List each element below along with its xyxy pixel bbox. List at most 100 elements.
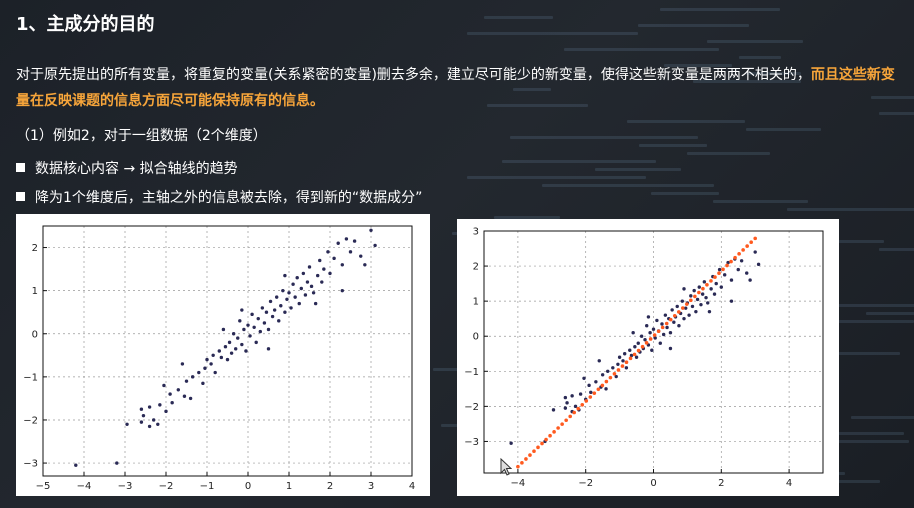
data-point bbox=[675, 304, 679, 309]
data-point bbox=[147, 405, 152, 409]
projected-point bbox=[648, 337, 653, 341]
data-point bbox=[268, 299, 273, 304]
data-point bbox=[272, 308, 277, 312]
x-tick-label: 2 bbox=[327, 481, 333, 492]
data-point bbox=[203, 366, 207, 370]
projected-point bbox=[628, 356, 633, 361]
intro-paragraph: 对于原先提出的所有变量，将重复的变量(关系紧密的变量)删去多余，建立尽可能少的新… bbox=[16, 62, 900, 114]
y-tick-label: −1 bbox=[464, 367, 479, 378]
y-tick-label: 3 bbox=[473, 227, 479, 238]
data-point bbox=[661, 332, 666, 337]
data-point bbox=[316, 273, 320, 278]
projected-point bbox=[568, 414, 572, 419]
data-point bbox=[139, 420, 144, 424]
data-point bbox=[706, 301, 710, 305]
data-point bbox=[658, 341, 662, 345]
plot-frame bbox=[42, 225, 413, 477]
data-point bbox=[660, 322, 664, 326]
data-point bbox=[617, 355, 622, 359]
x-tick-label: −1 bbox=[200, 481, 215, 492]
intro-text: 对于原先提出的所有变量，将重复的变量(关系紧密的变量)删去多余，建立尽可能少的新… bbox=[16, 67, 811, 83]
y-tick-label: 0 bbox=[473, 332, 479, 343]
data-point bbox=[254, 340, 258, 345]
data-point bbox=[205, 357, 209, 362]
bullet-text: 降为1个维度后，主轴之外的信息被去除，得到新的“数据成分” bbox=[35, 190, 423, 206]
data-point bbox=[170, 401, 174, 405]
projected-point bbox=[560, 422, 564, 426]
data-point bbox=[719, 285, 723, 289]
x-tick-label: −3 bbox=[118, 481, 133, 492]
data-point bbox=[631, 331, 635, 335]
data-point bbox=[182, 394, 187, 398]
scatter-plot-projected: −4 −2 0 2 4 −3 −2 −1 0 1 2 3 bbox=[464, 227, 824, 489]
data-point bbox=[363, 263, 367, 267]
projected-point bbox=[548, 433, 552, 438]
projected-point bbox=[652, 333, 657, 337]
data-point bbox=[650, 348, 654, 352]
data-point bbox=[221, 327, 226, 332]
data-point bbox=[563, 406, 568, 410]
data-point bbox=[309, 284, 314, 289]
data-point bbox=[285, 297, 289, 301]
data-point bbox=[320, 280, 324, 284]
data-point bbox=[248, 334, 252, 338]
data-point bbox=[597, 359, 601, 363]
data-point bbox=[722, 273, 727, 277]
data-point bbox=[636, 341, 640, 345]
data-point bbox=[147, 424, 152, 429]
data-point bbox=[677, 323, 681, 328]
data-point bbox=[209, 362, 213, 366]
x-tick-label: 4 bbox=[786, 478, 792, 489]
data-point bbox=[551, 408, 556, 412]
data-point bbox=[262, 321, 267, 325]
x-tick-label: 4 bbox=[409, 481, 415, 492]
data-point bbox=[176, 388, 180, 392]
projected-point bbox=[676, 310, 681, 314]
data-point bbox=[219, 355, 224, 360]
data-point bbox=[289, 306, 293, 310]
bullet-text: 数据核心内容 → 拟合轴线的趋势 bbox=[35, 161, 238, 177]
data-point bbox=[694, 309, 698, 314]
projected-point bbox=[584, 399, 589, 403]
slide-title: 1、主成分的目的 bbox=[16, 14, 155, 35]
data-point bbox=[328, 271, 332, 276]
y-tick-label: 1 bbox=[32, 286, 38, 297]
projected-point bbox=[632, 352, 637, 357]
data-point bbox=[152, 418, 156, 422]
data-point bbox=[624, 366, 629, 370]
projected-point bbox=[588, 395, 593, 399]
data-point bbox=[236, 336, 240, 340]
projected-point bbox=[564, 418, 568, 423]
data-point bbox=[139, 407, 144, 411]
data-point bbox=[587, 383, 591, 388]
data-point bbox=[125, 422, 129, 426]
data-point bbox=[614, 374, 618, 379]
data-point bbox=[238, 319, 242, 323]
data-point bbox=[217, 349, 221, 353]
projected-point bbox=[592, 391, 597, 395]
data-point bbox=[578, 392, 583, 396]
projected-point bbox=[620, 364, 625, 368]
data-point bbox=[622, 352, 627, 356]
data-point bbox=[287, 291, 291, 295]
data-point bbox=[156, 422, 160, 426]
data-point bbox=[756, 262, 761, 267]
data-point bbox=[229, 351, 234, 355]
data-point bbox=[326, 250, 330, 254]
data-point bbox=[668, 346, 673, 351]
projected-point bbox=[729, 259, 733, 264]
bullet-square-icon bbox=[16, 163, 25, 172]
projected-point bbox=[701, 286, 705, 291]
data-point bbox=[190, 375, 195, 379]
projected-point bbox=[624, 360, 629, 365]
data-point bbox=[373, 243, 377, 248]
x-tick-label: 0 bbox=[650, 478, 656, 489]
data-point bbox=[340, 288, 344, 293]
projected-point bbox=[693, 294, 697, 299]
projected-point bbox=[576, 406, 581, 411]
data-point bbox=[297, 301, 301, 306]
x-tick-label: −4 bbox=[511, 478, 526, 489]
x-tick-label: 3 bbox=[368, 481, 374, 492]
data-point bbox=[250, 312, 254, 317]
data-point bbox=[690, 304, 695, 309]
